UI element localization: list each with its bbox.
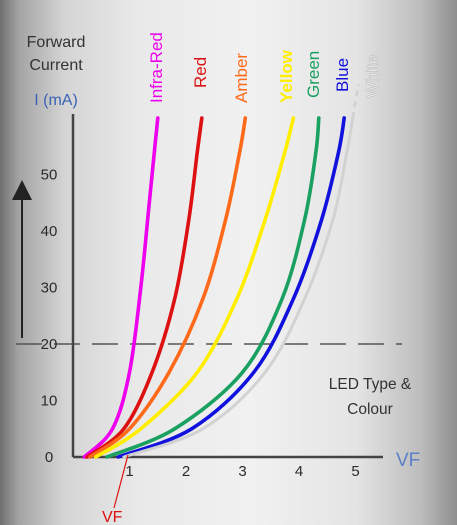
- y-tick-label: 20: [41, 336, 58, 353]
- series-label-yellow: Yellow: [277, 49, 296, 103]
- x-axis-label: VF: [396, 450, 420, 471]
- vf-marker-label: VF: [102, 509, 123, 525]
- y-axis-unit: I (mA): [34, 92, 78, 109]
- y-tick-label: 50: [41, 167, 58, 184]
- x-tick-label: 5: [351, 463, 359, 480]
- series-line-green: [105, 116, 321, 459]
- series-line-red: [85, 116, 204, 459]
- series-label-white: White: [363, 55, 382, 98]
- series-line-yellow: [93, 116, 296, 459]
- x-tick-label: 3: [238, 463, 246, 480]
- series-label-amber: Amber: [232, 53, 251, 103]
- series-labels: Infra-Red Red Amber Yellow Green Blue White: [147, 32, 382, 103]
- legend-title-line-1: LED Type &: [329, 376, 412, 393]
- series-label-blue: Blue: [333, 58, 352, 92]
- series-line-amber: [88, 116, 248, 459]
- series-label-green: Green: [304, 51, 323, 98]
- y-tick-label: 30: [41, 280, 58, 297]
- y-axis-title-line-2: Current: [29, 57, 83, 74]
- x-tick-label: 4: [295, 463, 303, 480]
- series-line-blue: [116, 116, 346, 459]
- series-line-white-dash: [351, 83, 360, 119]
- x-tick-label: 1: [125, 463, 133, 480]
- y-axis-title-line-1: Forward: [27, 34, 86, 51]
- series-line-white: [122, 116, 355, 459]
- x-tick-label: 2: [182, 463, 190, 480]
- series-label-infra-red: Infra-Red: [147, 32, 166, 103]
- tick-labels: 0 10 20 30 40 50 1 2 3 4 5: [41, 167, 360, 481]
- y-tick-label: 40: [41, 223, 58, 240]
- legend-title-line-2: Colour: [347, 401, 393, 418]
- vf-marker-line: [113, 454, 129, 509]
- series-line-infra-red: [82, 116, 160, 459]
- y-tick-label: 10: [41, 393, 58, 410]
- series-label-red: Red: [191, 57, 210, 88]
- y-tick-label: 0: [45, 449, 53, 466]
- series-curves: [82, 83, 360, 459]
